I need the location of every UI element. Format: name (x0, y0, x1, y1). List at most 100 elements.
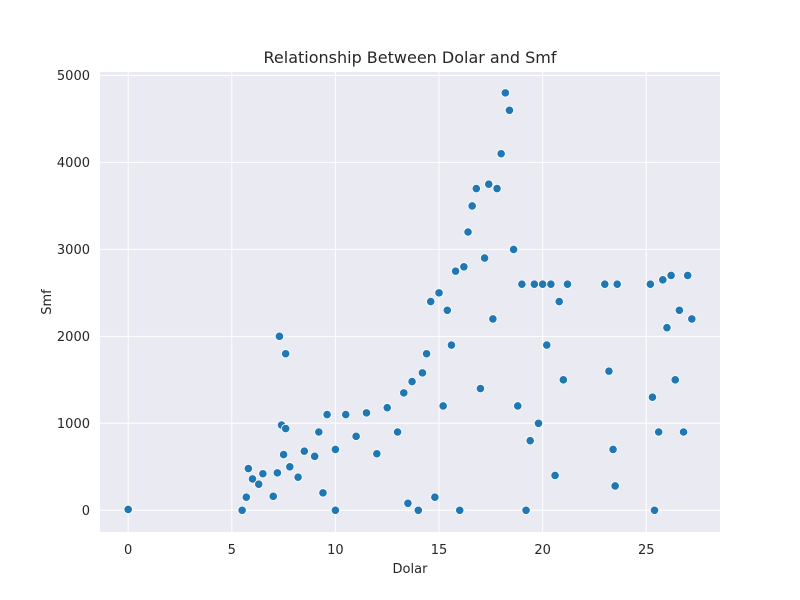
data-point (600, 279, 610, 289)
data-point (562, 279, 573, 289)
data-point (314, 427, 324, 437)
data-point (299, 446, 309, 456)
data-point (281, 349, 291, 359)
data-point (413, 505, 423, 515)
data-point (123, 504, 133, 514)
chart-title: Relationship Between Dolar and Smf (264, 48, 557, 67)
data-point (361, 408, 372, 418)
data-point (322, 410, 332, 420)
y-tick-label: 1000 (57, 417, 90, 432)
axis-ticks: 0 5 10 15 20 25 0 1000 2000 3000 4000 5000 (57, 69, 655, 558)
data-point (558, 375, 568, 385)
data-point (542, 340, 552, 350)
data-point (471, 183, 481, 194)
data-point (670, 375, 680, 385)
data-point (647, 392, 658, 402)
data-point (538, 279, 548, 289)
data-point (330, 444, 341, 454)
data-point (513, 401, 523, 411)
data-point (479, 253, 490, 263)
data-point (463, 227, 473, 237)
data-point (504, 105, 515, 115)
data-point (500, 88, 510, 98)
y-tick-label: 4000 (57, 156, 90, 171)
x-tick-label: 5 (228, 543, 236, 558)
data-point (610, 481, 620, 491)
data-point (666, 270, 676, 281)
data-point (403, 498, 413, 508)
data-point (492, 183, 502, 194)
y-tick-label: 3000 (57, 243, 90, 258)
data-point (446, 340, 457, 350)
data-point (687, 314, 697, 324)
data-point (484, 179, 494, 189)
data-point (281, 423, 291, 434)
data-point (521, 505, 531, 515)
data-point (247, 474, 258, 484)
data-point (654, 427, 664, 437)
data-point (434, 288, 444, 298)
data-point (426, 296, 436, 307)
y-tick-label: 2000 (57, 330, 90, 345)
data-point (649, 505, 660, 515)
y-tick-label: 0 (82, 504, 90, 519)
data-point (318, 488, 328, 498)
data-point (310, 451, 320, 461)
data-point (430, 492, 440, 502)
data-point (330, 505, 341, 515)
data-point (604, 366, 614, 376)
data-point (674, 305, 684, 315)
data-point (467, 201, 477, 211)
data-point (645, 279, 655, 289)
data-point (529, 279, 539, 289)
data-point (488, 314, 498, 324)
y-tick-label: 5000 (57, 69, 90, 84)
data-point (612, 279, 622, 289)
data-point (450, 266, 461, 276)
data-point (662, 323, 672, 333)
data-point (517, 279, 527, 289)
data-point (496, 149, 506, 159)
data-point (407, 376, 417, 387)
data-point (421, 349, 432, 359)
data-point (455, 505, 465, 515)
data-point (525, 436, 535, 446)
x-tick-label: 10 (327, 543, 344, 558)
data-point (608, 444, 618, 454)
data-point (546, 279, 556, 289)
data-point (268, 491, 278, 501)
data-points (123, 88, 697, 515)
data-point (683, 270, 693, 281)
data-point (459, 262, 469, 272)
data-point (554, 296, 564, 307)
data-point (382, 403, 392, 413)
data-point (243, 463, 253, 474)
data-point (550, 470, 560, 481)
data-point (399, 388, 409, 398)
y-axis-label: Smf (40, 289, 55, 315)
x-tick-label: 0 (124, 543, 132, 558)
data-point (351, 431, 361, 441)
x-tick-label: 25 (638, 543, 655, 558)
data-point (442, 305, 452, 315)
data-point (533, 418, 544, 428)
data-point (274, 331, 285, 341)
data-point (509, 244, 519, 254)
data-point (285, 462, 295, 472)
data-point (417, 368, 428, 378)
plot-area (100, 72, 720, 532)
data-point (254, 479, 264, 489)
data-point (278, 450, 289, 460)
x-tick-label: 20 (534, 543, 551, 558)
data-point (241, 492, 251, 502)
data-point (272, 468, 282, 478)
data-point (438, 401, 448, 411)
data-point (258, 469, 268, 479)
x-axis-label: Dolar (393, 562, 429, 577)
data-point (658, 275, 668, 285)
data-point (678, 427, 689, 437)
x-tick-label: 15 (431, 543, 448, 558)
data-point (392, 427, 403, 437)
